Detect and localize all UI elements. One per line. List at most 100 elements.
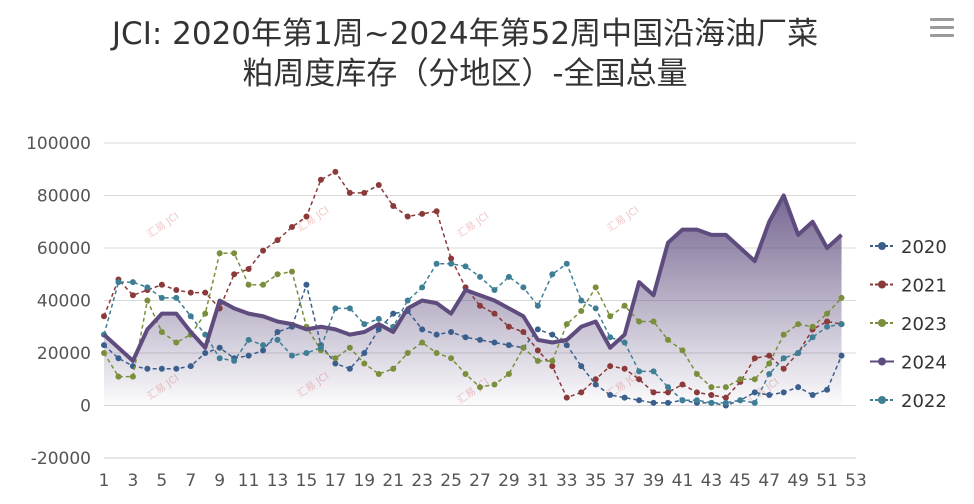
- series-2024-area: [104, 195, 842, 406]
- data-point-2021: [578, 389, 585, 396]
- data-point-2021: [390, 203, 397, 209]
- x-tick-label: 41: [672, 471, 694, 491]
- data-point-2020: [144, 365, 151, 372]
- data-point-2022: [361, 321, 368, 328]
- x-tick-label: 7: [185, 471, 196, 491]
- data-point-2022: [216, 355, 223, 362]
- data-point-2023: [477, 384, 483, 391]
- data-point-2023: [158, 329, 165, 335]
- data-point-2022: [245, 336, 252, 343]
- x-tick-label: 49: [787, 471, 809, 491]
- data-point-2023: [679, 347, 686, 354]
- legend-item-2021[interactable]: 2021: [870, 276, 947, 297]
- data-point-2023: [144, 297, 151, 304]
- data-point-2022: [462, 263, 469, 270]
- data-point-2020: [650, 399, 657, 406]
- data-point-2020: [202, 350, 209, 356]
- data-point-2020: [838, 352, 845, 359]
- data-point-2021: [693, 389, 700, 396]
- y-tick-label: 80000: [37, 187, 91, 207]
- data-point-2021: [260, 247, 267, 254]
- data-point-2021: [448, 255, 455, 262]
- data-point-2021: [708, 392, 715, 398]
- data-point-2023: [780, 331, 787, 338]
- legend-item-2022[interactable]: 2022: [870, 391, 947, 412]
- data-point-2020: [187, 363, 194, 370]
- data-point-2020: [751, 389, 758, 396]
- series-line-2024: [102, 193, 843, 363]
- data-point-2023: [824, 310, 831, 317]
- data-point-2022: [795, 350, 802, 356]
- data-point-2022: [129, 279, 136, 286]
- data-point-2023: [520, 344, 527, 351]
- data-point-2021: [505, 323, 512, 330]
- data-point-2020: [766, 392, 773, 398]
- data-point-2022: [809, 334, 816, 341]
- chart-title-line-1: JCI: 2020年第1周~2024年第52周中国沿海油厂菜: [111, 16, 819, 52]
- data-point-2022: [158, 294, 165, 301]
- data-point-2022: [780, 355, 787, 362]
- data-point-2022: [607, 334, 614, 341]
- legend[interactable]: 2020 2021 2023 2024 2022: [870, 237, 947, 412]
- data-point-2021: [563, 394, 570, 401]
- data-point-2023: [173, 339, 180, 346]
- x-tick-label: 25: [440, 471, 462, 491]
- x-tick-label: 37: [614, 471, 636, 491]
- data-point-2022: [448, 260, 455, 267]
- data-point-2022: [346, 305, 353, 312]
- x-tick-label: 19: [353, 471, 375, 491]
- x-tick-label: 51: [816, 471, 838, 491]
- data-point-2022: [491, 287, 498, 293]
- chart-title: JCI: 2020年第1周~2024年第52周中国沿海油厂菜 粕周度库存（分地区…: [0, 14, 930, 94]
- data-point-2021: [491, 310, 498, 317]
- data-point-2022: [636, 368, 643, 375]
- data-point-2023: [390, 365, 397, 372]
- x-tick-label: 5: [156, 471, 167, 491]
- data-point-2020: [245, 352, 252, 359]
- menu-icon[interactable]: [928, 14, 956, 40]
- data-point-2020: [173, 365, 180, 372]
- data-point-2020: [824, 386, 831, 393]
- data-point-2023: [361, 360, 368, 367]
- data-point-2023: [838, 294, 845, 301]
- data-point-2021: [824, 318, 831, 325]
- data-point-2020: [534, 326, 541, 333]
- data-point-2021: [665, 389, 671, 396]
- data-point-2023: [260, 281, 267, 288]
- data-point-2022: [824, 323, 831, 330]
- data-point-2021: [101, 313, 107, 320]
- watermark-text: 汇易 JCI: [144, 209, 181, 240]
- data-point-2022: [665, 384, 671, 391]
- data-point-2023: [491, 381, 498, 388]
- x-tick-label: 47: [758, 471, 780, 491]
- legend-item-2024[interactable]: 2024: [870, 353, 947, 374]
- data-point-2023: [448, 355, 455, 362]
- data-point-2023: [650, 318, 657, 325]
- data-point-2021: [477, 302, 483, 309]
- data-point-2022: [477, 273, 483, 280]
- data-point-2020: [563, 342, 570, 349]
- data-point-2020: [346, 365, 353, 372]
- legend-marker: [878, 242, 886, 250]
- data-point-2023: [231, 250, 238, 257]
- data-point-2023: [636, 318, 643, 325]
- data-point-2021: [274, 237, 281, 244]
- data-point-2021: [289, 224, 295, 230]
- data-point-2020: [332, 360, 339, 367]
- y-tick-label: 40000: [37, 292, 91, 312]
- data-point-2020: [491, 339, 498, 346]
- data-point-2021: [722, 394, 729, 401]
- legend-item-2023[interactable]: 2023: [870, 314, 947, 335]
- x-tick-label: 23: [411, 471, 433, 491]
- data-point-2022: [534, 302, 541, 309]
- data-point-2022: [187, 313, 194, 320]
- legend-item-2020[interactable]: 2020: [870, 237, 947, 258]
- data-point-2020: [607, 392, 614, 398]
- data-point-2020: [260, 347, 267, 354]
- x-axis: 1 3 5 7 9 11 13 15 17 19 21 23 25 27 29 31 33 35 37 39 41 43 4…: [99, 457, 867, 491]
- data-point-2023: [332, 355, 339, 362]
- data-point-2020: [636, 397, 643, 404]
- data-point-2020: [448, 329, 455, 335]
- data-point-2023: [346, 344, 353, 351]
- data-point-2021: [158, 281, 165, 288]
